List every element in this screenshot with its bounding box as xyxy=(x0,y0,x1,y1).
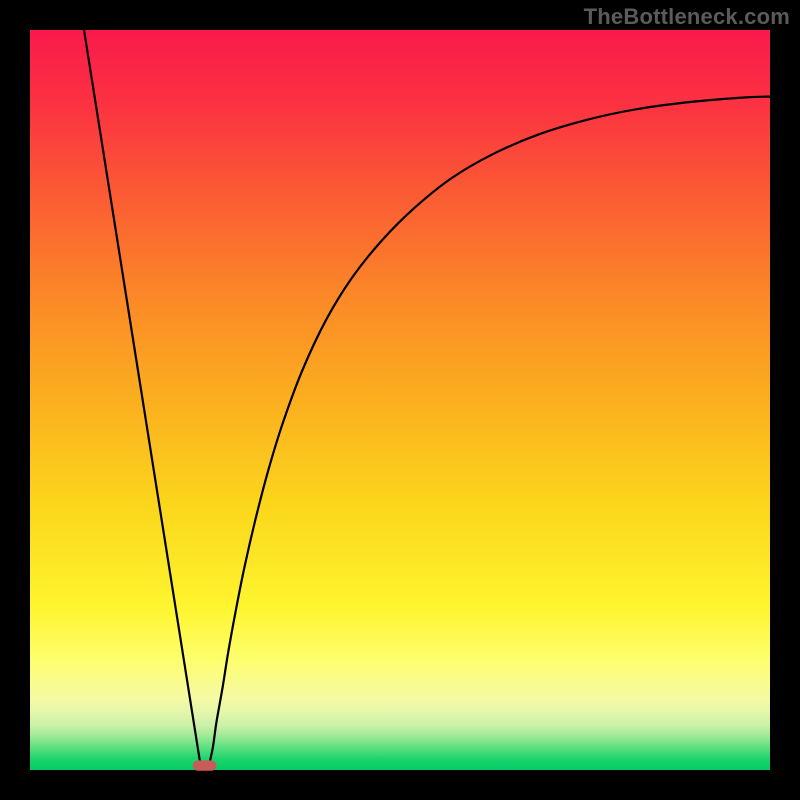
watermark-text: TheBottleneck.com xyxy=(584,4,790,30)
markers-group xyxy=(193,760,217,770)
bottleneck-chart xyxy=(0,0,800,800)
chart-container: TheBottleneck.com xyxy=(0,0,800,800)
marker-vertex-blob xyxy=(193,760,217,770)
plot-background xyxy=(30,30,770,770)
